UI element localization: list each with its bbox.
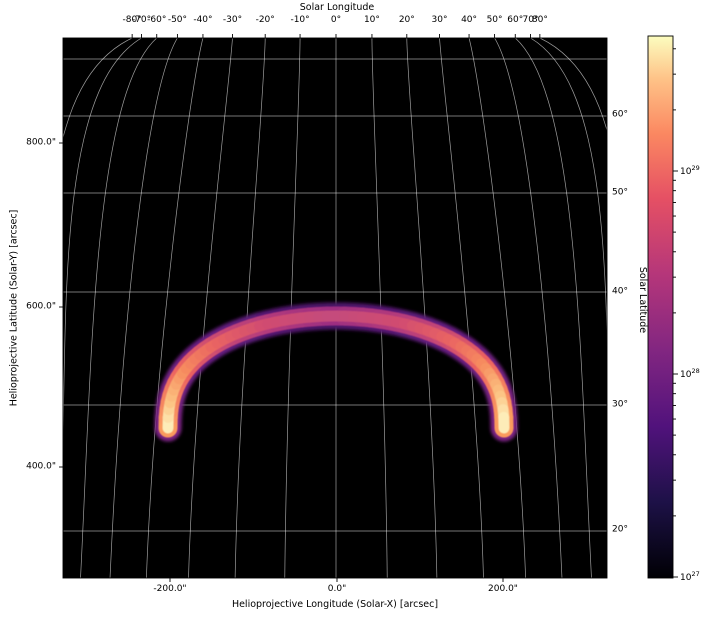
- right-axis-title: Solar Latitude: [636, 266, 648, 334]
- top-tick-label: -50°: [167, 15, 188, 25]
- top-tick-label: -70°: [131, 15, 152, 25]
- right-tick-label: 50°: [612, 187, 628, 198]
- top-tick-label: -30°: [222, 15, 243, 25]
- top-tick-label: 20°: [398, 15, 415, 25]
- right-tick-label: 30°: [612, 399, 628, 410]
- bottom-tick-label: -200.0": [153, 584, 187, 594]
- top-tick-label: 40°: [461, 15, 478, 25]
- colorbar-tick-label: 1028: [680, 367, 700, 380]
- colorbar-tick-label: 1029: [680, 164, 700, 177]
- heliographic-graticule: [63, 38, 607, 578]
- top-tick-label: -40°: [193, 15, 213, 25]
- top-tick-label: 10°: [363, 15, 380, 25]
- colorbar-ticks: [673, 48, 678, 578]
- top-tick-label: 70°: [522, 15, 539, 25]
- right-tick-label: 60°: [612, 109, 628, 120]
- top-tick-label: 50°: [486, 15, 503, 25]
- top-tick-label: 30°: [431, 15, 448, 25]
- bottom-tick-label: 0.0": [327, 584, 347, 594]
- axis-ticks: [59, 34, 541, 582]
- left-tick-label: 400.0": [26, 461, 56, 472]
- colorbar-gradient: [648, 36, 673, 578]
- top-tick-label: 80°: [531, 15, 548, 25]
- colorbar-spine: [647, 35, 674, 579]
- top-axis-title: Solar Longitude: [299, 2, 375, 13]
- right-tick-label: 40°: [612, 286, 628, 297]
- right-tick-label: 20°: [612, 524, 628, 535]
- left-tick-label: 800.0": [26, 137, 56, 148]
- left-tick-label: 600.0": [26, 301, 56, 312]
- coronal-loop: [154, 302, 518, 442]
- bottom-tick-label: 200.0": [488, 584, 518, 594]
- plot-spine: [62, 37, 608, 579]
- top-tick-label: -10°: [290, 15, 310, 25]
- left-axis-title: Helioprojective Latitude (Solar-Y) [arcs…: [8, 209, 20, 407]
- top-tick-label: 60°: [507, 15, 524, 25]
- colorbar-tick-label: 1027: [680, 570, 700, 583]
- top-tick-label: -80°: [122, 15, 142, 25]
- top-tick-label: 0°: [330, 15, 342, 25]
- top-tick-label: -20°: [255, 15, 275, 25]
- top-tick-label: -60°: [147, 15, 167, 25]
- bottom-axis-title: Helioprojective Longitude (Solar-X) [arc…: [231, 599, 439, 610]
